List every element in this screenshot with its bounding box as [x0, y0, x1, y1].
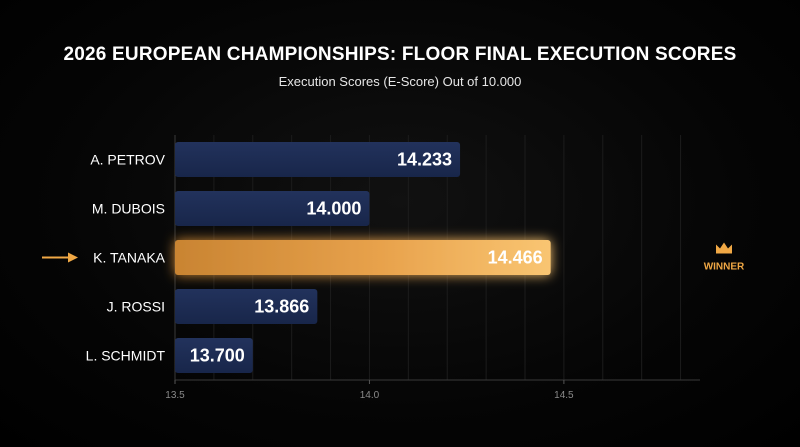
bar-value-label: 14.466 — [488, 248, 543, 268]
bar — [175, 142, 461, 177]
labels: 13.5 14.0 14.5 14.233 A. PETROV 14.000 M. DUBO… — [42, 150, 745, 401]
bar-highlight — [175, 240, 551, 275]
category-label: J. ROSSI — [107, 299, 165, 315]
chart-title: 2026 EUROPEAN CHAMPIONSHIPS: FLOOR FINAL… — [63, 44, 737, 65]
x-tick-label: 13.5 — [165, 390, 185, 401]
bar-value-label: 14.000 — [306, 199, 361, 219]
highlight-arrow-icon — [68, 252, 78, 263]
bar-value-label: 13.700 — [190, 346, 245, 366]
category-label: L. SCHMIDT — [86, 348, 166, 364]
winner-label: WINNER — [704, 262, 745, 273]
bar-value-label: 14.233 — [397, 150, 452, 170]
chart-subtitle: Execution Scores (E-Score) Out of 10.000 — [278, 74, 522, 89]
bars — [175, 142, 551, 373]
category-label: K. TANAKA — [93, 250, 166, 266]
x-tick-label: 14.5 — [554, 390, 574, 401]
bar — [175, 289, 318, 324]
x-tick-label: 14.0 — [360, 390, 380, 401]
bar — [175, 338, 253, 373]
bar — [175, 191, 370, 226]
crown-icon — [716, 242, 732, 254]
category-label: M. DUBOIS — [92, 201, 165, 217]
grid-lines — [174, 135, 700, 384]
category-label: A. PETROV — [90, 152, 165, 168]
bar-value-label: 13.866 — [254, 297, 309, 317]
